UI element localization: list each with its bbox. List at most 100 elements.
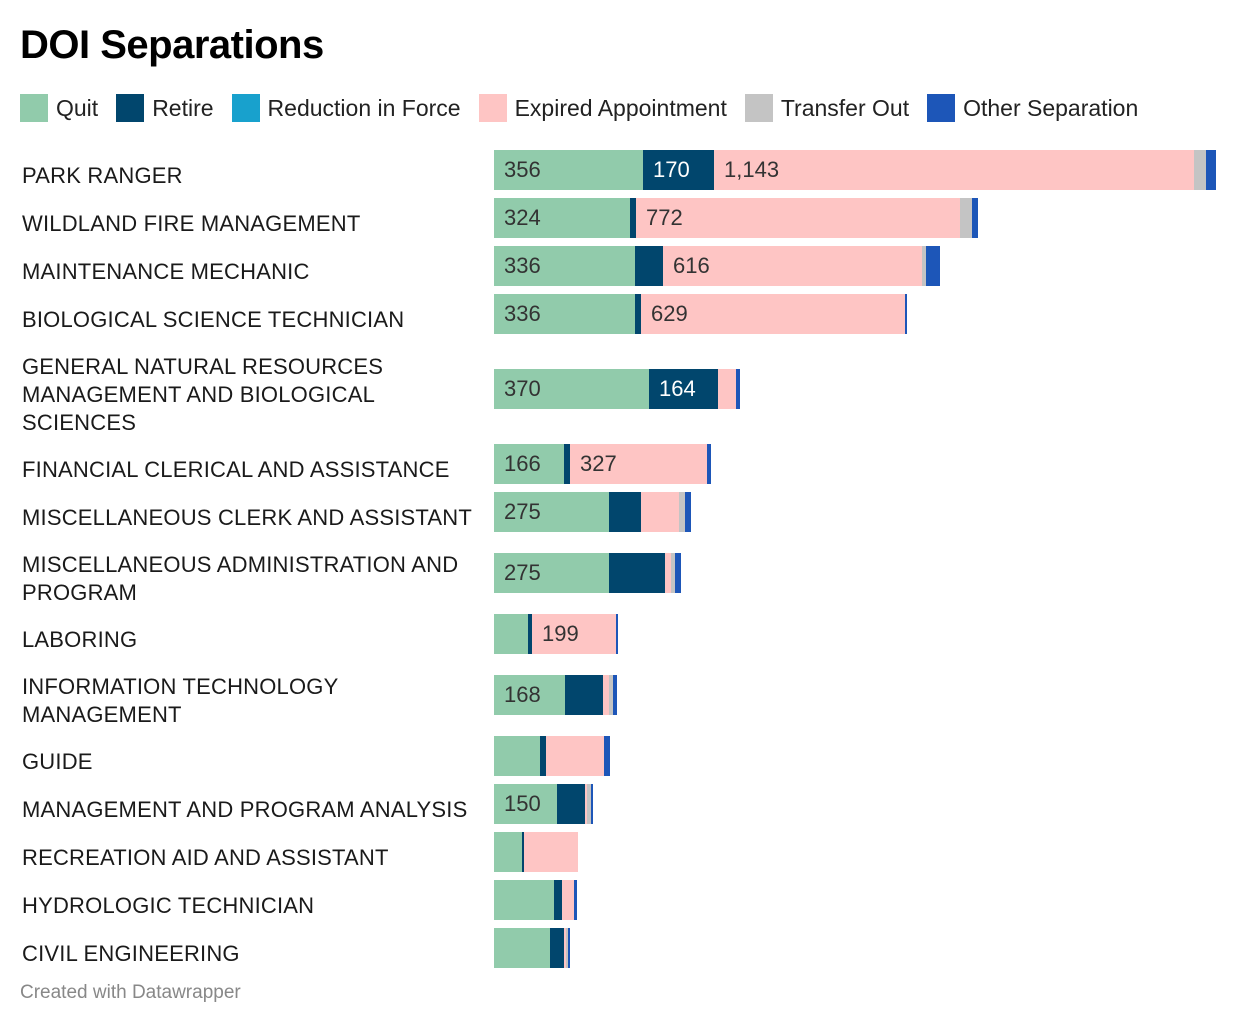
- category-label: HYDROLOGIC TECHNICIAN: [22, 893, 315, 918]
- data-label: 168: [504, 682, 541, 707]
- bar-segment-quit: [494, 880, 554, 920]
- bar-row: RECREATION AID AND ASSISTANT: [0, 832, 1240, 880]
- data-label: 336: [504, 253, 541, 278]
- category-label: LABORING: [22, 627, 138, 652]
- bar-segment-retire: 164: [649, 369, 718, 409]
- bar-segment-expired-appointment: [562, 880, 574, 920]
- bar-segment-transfer-out: [1194, 150, 1206, 190]
- legend-label: Quit: [56, 94, 99, 121]
- data-label: 772: [646, 205, 683, 230]
- stacked-bar: 370 164: [494, 369, 740, 409]
- category-label: MANAGEMENT AND PROGRAM ANALYSIS: [22, 797, 468, 822]
- bar-segment-other-separation: [1206, 150, 1216, 190]
- bar-segment-quit: 370: [494, 369, 649, 409]
- bar-segment-retire: [609, 553, 665, 593]
- bar-segment-quit: 336: [494, 246, 635, 286]
- category-label: GENERAL NATURAL RESOURCES MANAGEMENT AND…: [22, 354, 384, 435]
- bar-segment-retire: [565, 675, 603, 715]
- bar-segment-retire: [564, 444, 570, 484]
- bar-segment-other-separation: [604, 736, 610, 776]
- bar-segment-quit: 168: [494, 675, 565, 715]
- bar-segment-other-separation: [685, 492, 691, 532]
- bar-segment-quit: 336: [494, 294, 635, 334]
- legend-swatch: [927, 94, 956, 122]
- bar-segment-quit: [494, 614, 528, 654]
- legend-item-expired-appointment: Expired Appointment: [478, 94, 727, 122]
- bar-segment-expired-appointment: 616: [663, 246, 922, 286]
- bar-segment-expired-appointment: [585, 784, 587, 824]
- bar-segment-quit: [494, 832, 522, 872]
- bar-segment-retire: [609, 492, 641, 532]
- bar-row: CIVIL ENGINEERING: [0, 928, 1240, 976]
- bar-segment-quit: 356: [494, 150, 643, 190]
- bar-segment-expired-appointment: 199: [532, 614, 616, 654]
- bar-segment-other-separation: [707, 444, 711, 484]
- stacked-bar: [494, 832, 578, 872]
- bar-segment-quit: 275: [494, 492, 609, 532]
- bar-segment-expired-appointment: [641, 492, 679, 532]
- category-label: WILDLAND FIRE MANAGEMENT: [22, 211, 361, 236]
- category-label: BIOLOGICAL SCIENCE TECHNICIAN: [22, 307, 405, 332]
- legend-label: Expired Appointment: [514, 94, 727, 121]
- legend-item-transfer-out: Transfer Out: [744, 94, 909, 122]
- bar-segment-retire: [528, 614, 532, 654]
- legend-swatch: [744, 94, 773, 122]
- bar-segment-retire: [550, 928, 564, 968]
- stacked-bar: 275: [494, 553, 681, 593]
- bar-segment-retire: [635, 294, 641, 334]
- legend-item-quit: Quit: [20, 94, 98, 122]
- stacked-bar: 324 772: [494, 198, 978, 238]
- bar-row: INFORMATION TECHNOLOGY MANAGEMENT 168: [0, 662, 1240, 736]
- bar-segment-quit: 150: [494, 784, 557, 824]
- footer-credit: Created with Datawrapper: [20, 982, 241, 1003]
- bar-segment-retire: 170: [643, 150, 714, 190]
- bar-segment-expired-appointment: 629: [641, 294, 905, 334]
- legend-item-retire: Retire: [116, 94, 214, 122]
- legend-swatch: [231, 94, 260, 122]
- bar-segment-other-separation: [736, 369, 740, 409]
- bar-segment-other-separation: [905, 294, 907, 334]
- bar-row: HYDROLOGIC TECHNICIAN: [0, 880, 1240, 928]
- data-label: 356: [504, 157, 541, 182]
- data-label: 324: [504, 205, 541, 230]
- stacked-bar: 275: [494, 492, 691, 532]
- stacked-bar: 356 170 1,143: [494, 150, 1216, 190]
- bar-segment-retire: [630, 198, 636, 238]
- bar-row: WILDLAND FIRE MANAGEMENT 324 772: [0, 198, 1240, 246]
- data-label: 616: [673, 253, 710, 278]
- data-label: 370: [504, 376, 541, 401]
- stacked-bar: [494, 928, 570, 968]
- bar-segment-transfer-out: [960, 198, 972, 238]
- category-label: FINANCIAL CLERICAL AND ASSISTANCE: [22, 457, 450, 482]
- category-label: CIVIL ENGINEERING: [22, 941, 240, 966]
- data-label: 336: [504, 301, 541, 326]
- bar-segment-transfer-out: [922, 246, 926, 286]
- stacked-bar: 166 327: [494, 444, 711, 484]
- bar-segment-other-separation: [675, 553, 681, 593]
- bar-segment-transfer-out: [566, 928, 568, 968]
- data-label: 166: [504, 451, 541, 476]
- legend-swatch: [478, 94, 507, 122]
- bar-segment-expired-appointment: [665, 553, 671, 593]
- bar-row: GENERAL NATURAL RESOURCES MANAGEMENT AND…: [0, 342, 1240, 444]
- data-label: 275: [504, 560, 541, 585]
- data-label: 629: [651, 301, 688, 326]
- stacked-bar: 168: [494, 675, 617, 715]
- bar-segment-expired-appointment: [546, 736, 604, 776]
- stacked-bar: 336 629: [494, 294, 907, 334]
- category-label: GUIDE: [22, 749, 93, 774]
- bar-segment-other-separation: [568, 928, 570, 968]
- bar-segment-other-separation: [926, 246, 940, 286]
- legend-item-reduction-in-force: Reduction in Force: [231, 94, 461, 122]
- bar-row: MANAGEMENT AND PROGRAM ANALYSIS 150: [0, 784, 1240, 832]
- data-label: 275: [504, 499, 541, 524]
- bar-row: BIOLOGICAL SCIENCE TECHNICIAN 336 629: [0, 294, 1240, 342]
- bar-segment-retire: [540, 736, 546, 776]
- category-label: MISCELLANEOUS CLERK AND ASSISTANT: [22, 505, 472, 530]
- data-label: 150: [504, 791, 541, 816]
- bar-segment-expired-appointment: 327: [570, 444, 707, 484]
- bar-row: FINANCIAL CLERICAL AND ASSISTANCE 166 327: [0, 444, 1240, 492]
- bar-row: MAINTENANCE MECHANIC 336 616: [0, 246, 1240, 294]
- stacked-bar: [494, 880, 577, 920]
- bar-segment-transfer-out: [609, 675, 613, 715]
